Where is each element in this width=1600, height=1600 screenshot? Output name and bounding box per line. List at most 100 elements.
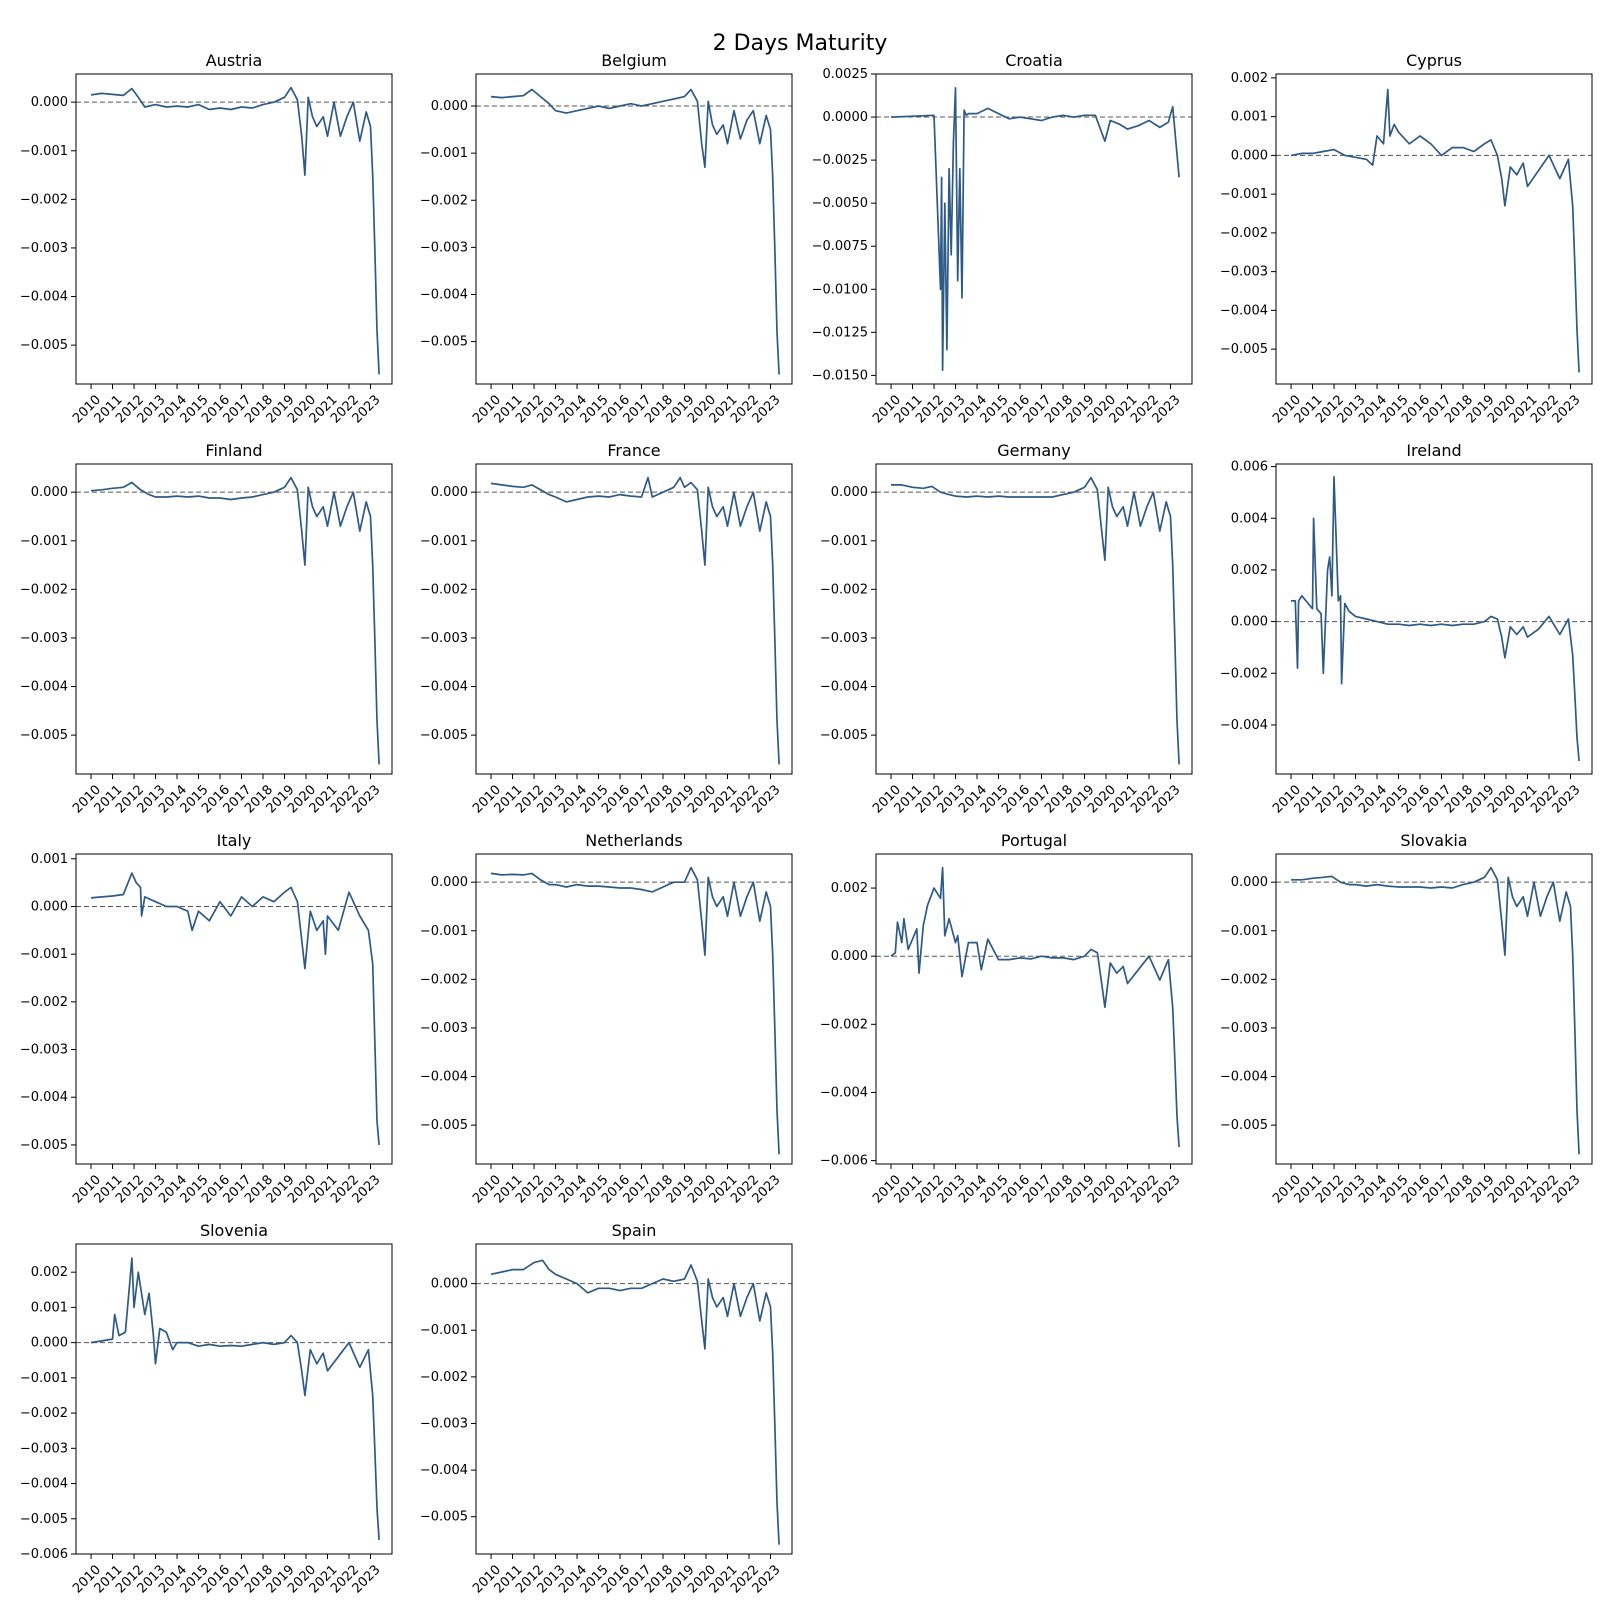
series-line bbox=[490, 88, 780, 375]
y-tick-label: −0.002 bbox=[420, 582, 468, 597]
y-tick-label: −0.004 bbox=[420, 680, 468, 695]
y-tick-label: −0.003 bbox=[1220, 265, 1268, 280]
axes-frame bbox=[75, 853, 393, 1165]
series-line bbox=[1291, 866, 1580, 1155]
panel-austria: Austria 0.000 −0.001 −0.002 −0.003 −0.004 −0.0… bbox=[20, 51, 393, 426]
y-tick-label: −0.002 bbox=[420, 972, 468, 987]
y-tick-label: −0.005 bbox=[1220, 1118, 1268, 1133]
y-tick-label: 0.002 bbox=[31, 1265, 68, 1280]
panel-portugal: Portugal0.0020.000−0.002−0.004−0.0062010… bbox=[820, 831, 1193, 1206]
series-line bbox=[890, 86, 1180, 372]
y-tick-label: 0.000 bbox=[31, 485, 68, 500]
y-tick-label: −0.001 bbox=[820, 534, 868, 549]
series-line bbox=[90, 86, 380, 375]
y-tick-label: −0.005 bbox=[20, 1138, 68, 1153]
y-tick-label: 0.001 bbox=[31, 1300, 68, 1315]
panel-title: Austria bbox=[206, 51, 263, 70]
y-tick-label: −0.003 bbox=[20, 1441, 68, 1456]
y-tick-label: −0.002 bbox=[420, 1370, 468, 1385]
y-tick-label: −0.002 bbox=[1220, 972, 1268, 987]
y-tick-label: 0.000 bbox=[431, 99, 468, 114]
panel-germany: Germany 0.000 −0.001 −0.002 −0.003 −0.004 −0.0… bbox=[820, 441, 1193, 816]
axes-frame bbox=[1275, 463, 1593, 775]
y-tick-label: −0.003 bbox=[20, 1043, 68, 1058]
axes-frame bbox=[475, 463, 793, 775]
y-tick-label: −0.006 bbox=[820, 1154, 868, 1169]
y-tick-label: −0.005 bbox=[20, 728, 68, 743]
y-tick-label: −0.004 bbox=[820, 680, 868, 695]
y-tick-label: 0.006 bbox=[1231, 460, 1268, 475]
y-tick-label: 0.000 bbox=[31, 95, 68, 110]
series-line bbox=[490, 866, 780, 1155]
y-tick-label: −0.004 bbox=[1220, 303, 1268, 318]
y-tick-label: 0.0025 bbox=[823, 67, 869, 82]
y-tick-label: 0.001 bbox=[31, 852, 68, 867]
y-tick-label: 0.002 bbox=[1231, 71, 1268, 86]
y-tick-label: −0.004 bbox=[1220, 718, 1268, 733]
panel-title: Germany bbox=[997, 441, 1071, 460]
y-tick-label: −0.005 bbox=[20, 338, 68, 353]
panel-title: Slovakia bbox=[1400, 831, 1467, 850]
panel-title: Croatia bbox=[1005, 51, 1063, 70]
y-tick-label: −0.002 bbox=[20, 995, 68, 1010]
y-tick-label: −0.001 bbox=[20, 534, 68, 549]
y-tick-label: −0.001 bbox=[20, 947, 68, 962]
y-tick-label: −0.006 bbox=[20, 1547, 68, 1562]
y-tick-label: −0.002 bbox=[20, 582, 68, 597]
y-tick-label: 0.000 bbox=[431, 1277, 468, 1292]
y-tick-label: −0.001 bbox=[1220, 924, 1268, 939]
y-tick-label: 0.000 bbox=[1231, 615, 1268, 630]
series-line bbox=[891, 476, 1180, 765]
y-tick-label: −0.002 bbox=[420, 193, 468, 208]
series-line bbox=[1291, 476, 1580, 762]
panel-ireland: Ireland0.0060.0040.0020.000−0.002−0.0042… bbox=[1220, 441, 1593, 816]
y-tick-label: −0.0100 bbox=[812, 282, 868, 297]
y-tick-label: −0.001 bbox=[420, 146, 468, 161]
axes-frame bbox=[875, 853, 1193, 1165]
panel-title: Italy bbox=[217, 831, 252, 850]
y-tick-label: −0.001 bbox=[20, 144, 68, 159]
y-tick-label: 0.000 bbox=[831, 485, 868, 500]
panel-croatia: Croatia 0.0025 0.0000 −0.0025 −0.0050 −0.0075… bbox=[812, 51, 1193, 426]
series-line bbox=[890, 866, 1180, 1148]
y-tick-label: 0.000 bbox=[31, 899, 68, 914]
y-tick-label: −0.001 bbox=[1220, 187, 1268, 202]
y-tick-label: 0.004 bbox=[1231, 511, 1268, 526]
panel-netherlands: Netherlands 0.000 −0.001 −0.002 −0.003 −0.004… bbox=[420, 831, 793, 1206]
axes-frame bbox=[75, 1243, 393, 1555]
panel-slovenia: Slovenia 0.002 0.001 0.000 −0.001 −0.002 −0.00… bbox=[20, 1221, 393, 1596]
y-tick-label: −0.0025 bbox=[812, 153, 868, 168]
y-tick-label: −0.002 bbox=[820, 1017, 868, 1032]
y-tick-label: −0.003 bbox=[20, 631, 68, 646]
series-line bbox=[490, 476, 780, 765]
panel-title: Ireland bbox=[1406, 441, 1461, 460]
y-tick-label: −0.004 bbox=[20, 1477, 68, 1492]
y-tick-label: −0.002 bbox=[20, 1406, 68, 1421]
axes-frame bbox=[875, 463, 1193, 775]
y-tick-label: −0.004 bbox=[420, 1070, 468, 1085]
y-tick-label: −0.001 bbox=[420, 1323, 468, 1338]
y-tick-label: −0.003 bbox=[420, 1021, 468, 1036]
y-tick-label: −0.0075 bbox=[812, 239, 868, 254]
panel-belgium: Belgium 0.000 −0.001 −0.002 −0.003 −0.004 −0.0… bbox=[420, 51, 793, 426]
y-tick-label: −0.005 bbox=[420, 1510, 468, 1525]
axes-frame bbox=[475, 853, 793, 1165]
series-line bbox=[90, 1257, 380, 1540]
y-tick-label: −0.001 bbox=[20, 1371, 68, 1386]
y-tick-label: −0.005 bbox=[20, 1512, 68, 1527]
y-tick-label: −0.005 bbox=[420, 728, 468, 743]
y-tick-label: −0.004 bbox=[20, 290, 68, 305]
figure-suptitle: 2 Days Maturity bbox=[713, 31, 888, 56]
y-tick-label: 0.000 bbox=[31, 1336, 68, 1351]
y-tick-label: 0.000 bbox=[1231, 875, 1268, 890]
y-tick-label: 0.0000 bbox=[823, 110, 869, 125]
y-tick-label: 0.000 bbox=[431, 485, 468, 500]
axes-frame bbox=[75, 73, 393, 385]
axes-frame bbox=[875, 73, 1193, 385]
axes-frame bbox=[475, 1243, 793, 1555]
y-tick-label: −0.003 bbox=[20, 241, 68, 256]
y-tick-label: −0.005 bbox=[420, 335, 468, 350]
panel-italy: Italy 0.001 0.000 −0.001 −0.002 −0.003 −0.004 −… bbox=[20, 831, 393, 1206]
y-tick-label: 0.000 bbox=[1231, 148, 1268, 163]
